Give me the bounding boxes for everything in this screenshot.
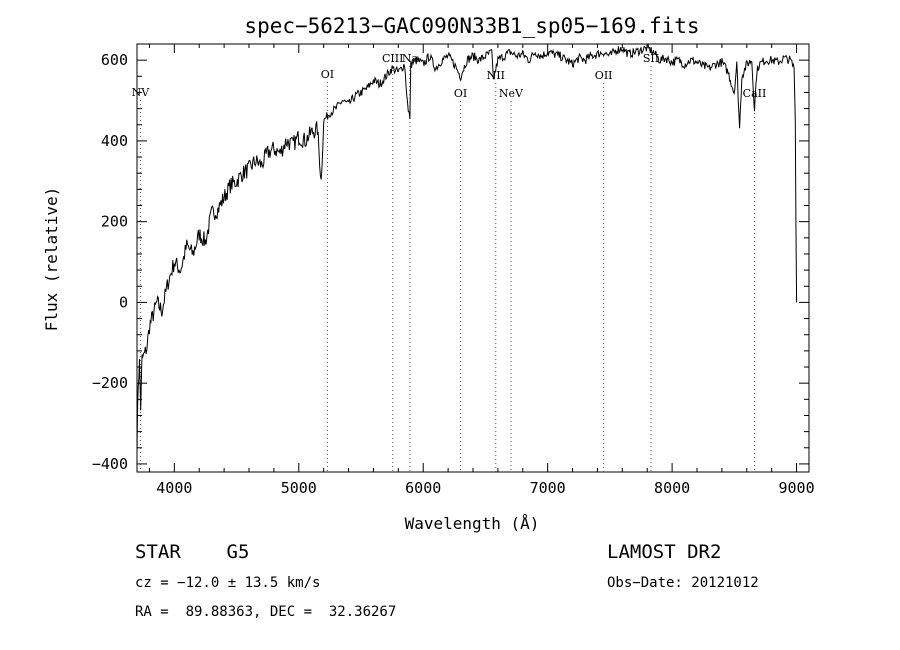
coordinates: RA = 89.88363, DEC = 32.36267 — [135, 604, 397, 620]
x-axis-label: Wavelength (Å) — [405, 514, 540, 533]
spectral-line-label: SII — [643, 52, 659, 65]
y-tick-label: 600 — [101, 51, 128, 69]
y-tick-label: −200 — [92, 374, 128, 392]
y-axis-label: Flux (relative) — [42, 187, 61, 332]
plot-frame — [136, 43, 810, 473]
x-tick-label: 8000 — [654, 479, 690, 497]
redshift-info: cz = −12.0 ± 13.5 km/s — [135, 575, 321, 591]
y-tick-label: 0 — [119, 293, 128, 311]
spectral-line-label: NeV — [499, 87, 524, 100]
x-tick-label: 6000 — [405, 479, 441, 497]
y-tick-label: 400 — [101, 132, 128, 150]
x-tick-label: 9000 — [778, 479, 814, 497]
object-class: STAR G5 — [135, 541, 250, 563]
obs-date: Obs−Date: 20121012 — [607, 575, 759, 591]
spectral-line-label: Na — [402, 52, 419, 65]
spectral-line-label: CaII — [743, 87, 767, 100]
x-axis: 4000 5000 6000 7000 8000 9000 — [148, 44, 815, 497]
spectrum-line — [136, 43, 798, 453]
spectral-line-label: OI — [321, 68, 334, 81]
spectral-line-label: NV — [132, 86, 151, 99]
spectral-line-label: CIII — [382, 52, 403, 65]
y-tick-label: −400 — [92, 455, 128, 473]
y-axis: −400 −200 0 200 400 600 — [92, 51, 809, 473]
x-tick-label: 4000 — [156, 479, 192, 497]
x-tick-label: 7000 — [530, 479, 566, 497]
survey-name: LAMOST DR2 — [607, 541, 722, 563]
spectral-line-label: OI — [454, 87, 467, 100]
y-tick-label: 200 — [101, 213, 128, 231]
x-tick-label: 5000 — [281, 479, 317, 497]
spectral-line-label: OII — [595, 69, 613, 82]
chart-title: spec−56213−GAC090N33B1_sp05−169.fits — [244, 14, 699, 38]
spectral-line-label: NII — [487, 69, 505, 82]
